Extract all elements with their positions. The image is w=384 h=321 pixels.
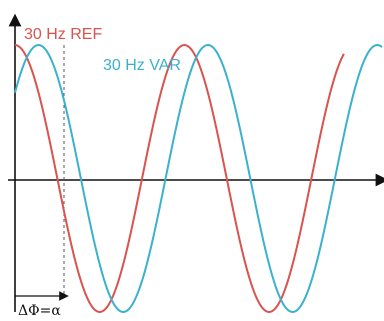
legend-label-ref: 30 Hz REF (24, 26, 102, 43)
series-line-ref (14, 43, 345, 314)
legend-label-var: 30 Hz VAR (103, 57, 181, 74)
phase-difference-label: ΔΦ=α (18, 303, 61, 319)
series-line-var (14, 44, 383, 313)
